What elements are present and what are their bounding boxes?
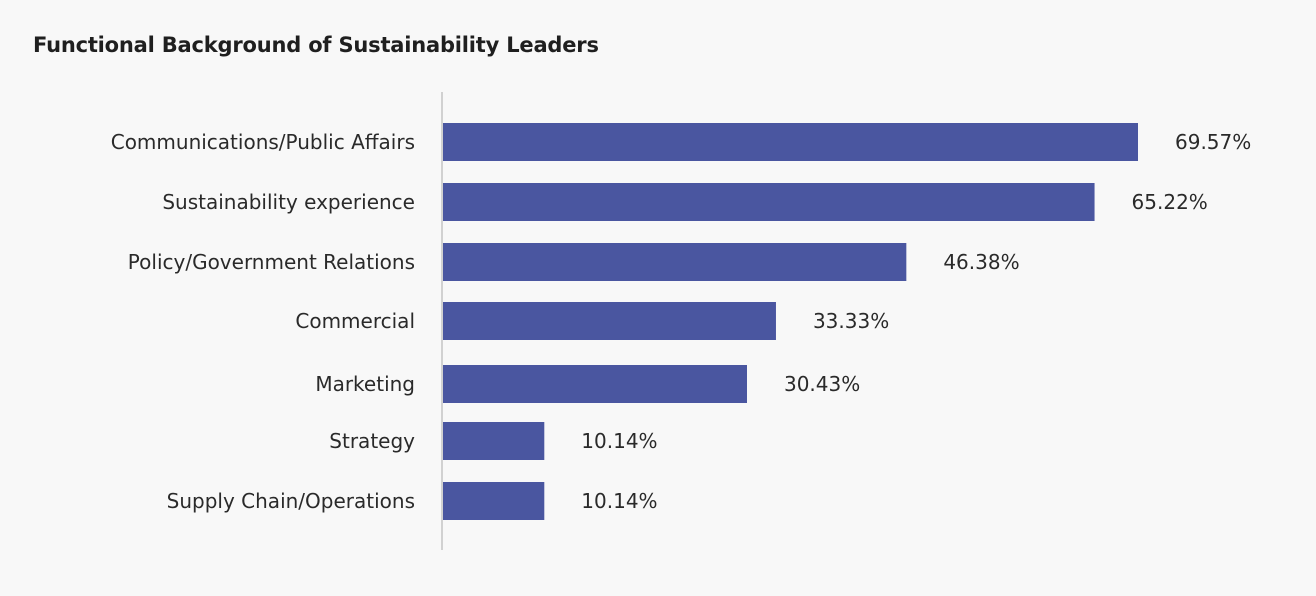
- chart-title: Functional Background of Sustainability …: [33, 33, 599, 57]
- category-label: Commercial: [295, 309, 415, 333]
- value-label: 10.14%: [581, 429, 657, 453]
- bar: [443, 365, 747, 403]
- bar: [443, 302, 776, 340]
- category-label: Policy/Government Relations: [128, 250, 415, 274]
- category-label: Supply Chain/Operations: [167, 489, 415, 513]
- value-label: 65.22%: [1132, 190, 1208, 214]
- value-label: 69.57%: [1175, 130, 1251, 154]
- value-label: 30.43%: [784, 372, 860, 396]
- value-label: 46.38%: [943, 250, 1019, 274]
- bar: [443, 183, 1095, 221]
- bar: [443, 422, 545, 460]
- category-label: Sustainability experience: [162, 190, 415, 214]
- bar: [443, 482, 545, 520]
- bar: [443, 123, 1139, 161]
- category-label: Communications/Public Affairs: [111, 130, 415, 154]
- value-label: 33.33%: [813, 309, 889, 333]
- bar: [443, 243, 907, 281]
- category-label: Marketing: [315, 372, 415, 396]
- category-label: Strategy: [329, 429, 415, 453]
- value-label: 10.14%: [581, 489, 657, 513]
